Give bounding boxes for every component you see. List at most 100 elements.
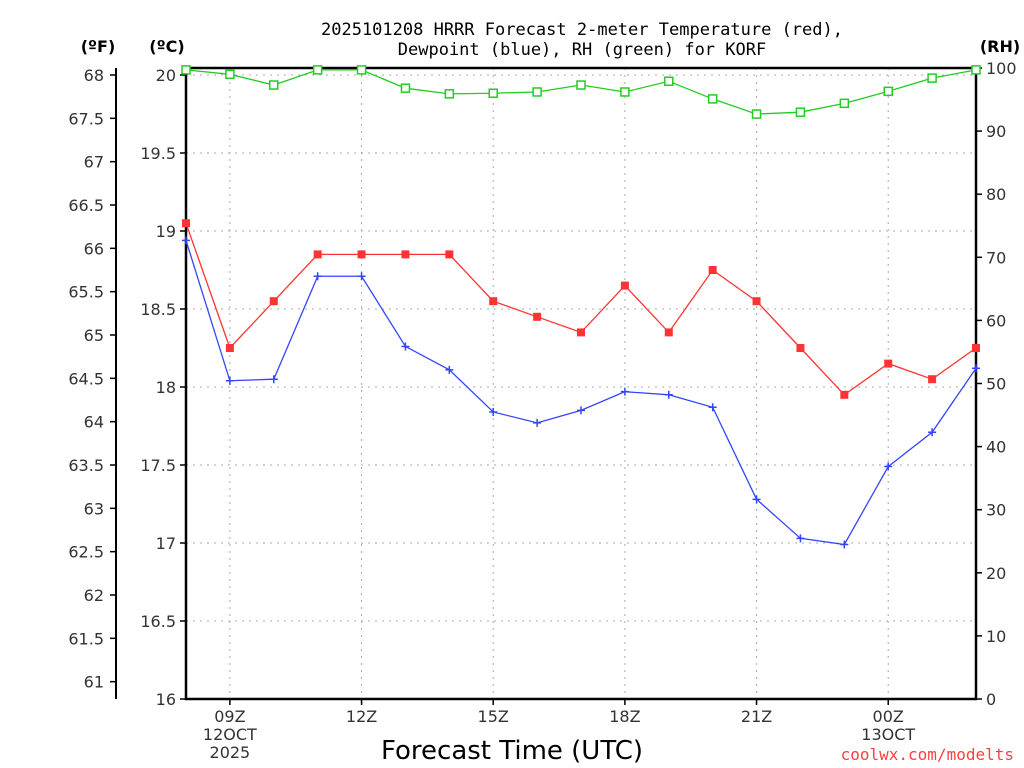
celsius-axis-unit: (ºC) <box>149 37 184 56</box>
fahrenheit-axis-unit: (ºF) <box>81 37 116 56</box>
temperature-point <box>972 344 980 352</box>
c-tick-label: 18 <box>156 378 176 397</box>
temperature-point <box>313 250 322 259</box>
c-tick-label: 19 <box>156 222 176 241</box>
rh-point <box>225 69 235 80</box>
rh-point <box>181 65 191 75</box>
rh-point <box>400 83 411 93</box>
temperature-point <box>225 344 234 352</box>
dewpoint-point <box>840 540 849 549</box>
series-temperature <box>182 219 980 399</box>
f-tick-label: 66.5 <box>68 196 104 215</box>
rh-point <box>356 65 367 75</box>
dewpoint-point <box>357 272 366 281</box>
dewpoint-point <box>972 364 980 373</box>
x-tick-label: 18Z <box>609 707 640 726</box>
rh-tick-label: 10 <box>986 627 1006 646</box>
dewpoint-point <box>401 342 410 351</box>
dewpoint-point <box>577 406 585 415</box>
temperature-point <box>357 250 366 259</box>
c-tick-label: 16.5 <box>140 612 176 631</box>
f-tick-label: 61.5 <box>68 629 104 648</box>
f-tick-label: 64.5 <box>68 369 104 388</box>
series-dewpoint <box>182 236 980 549</box>
c-tick-label: 19.5 <box>140 144 176 163</box>
rh-tick-label: 40 <box>986 438 1006 457</box>
x-tick-label: 12Z <box>346 707 377 726</box>
c-tick-label: 17.5 <box>140 456 176 475</box>
c-tick-label: 18.5 <box>140 300 176 319</box>
temperature-point <box>533 312 542 321</box>
f-tick-label: 61 <box>84 673 104 692</box>
c-tick-label: 20 <box>156 66 176 85</box>
dewpoint-line <box>185 240 977 546</box>
x-tick-label: 2025 <box>210 743 251 762</box>
dewpoint-point <box>928 428 937 437</box>
dewpoint-point <box>313 272 322 281</box>
dewpoint-point <box>533 418 542 427</box>
rh-tick-label: 60 <box>986 311 1006 330</box>
dewpoint-point <box>620 387 629 396</box>
rh-point <box>576 80 586 90</box>
x-tick-label: 00Z <box>873 707 904 726</box>
c-tick-label: 16 <box>156 690 176 709</box>
plot-frame <box>184 66 978 701</box>
rh-point <box>532 87 542 97</box>
dewpoint-point <box>884 462 893 471</box>
dewpoint-point <box>225 376 234 385</box>
rh-tick-label: 70 <box>986 248 1006 267</box>
dewpoint-point <box>752 495 761 504</box>
temperature-point <box>840 390 849 399</box>
rh-tick-label: 30 <box>986 501 1006 520</box>
f-tick-label: 65.5 <box>68 283 104 302</box>
temperature-point <box>752 297 761 306</box>
f-tick-label: 64 <box>84 413 104 432</box>
rh-point <box>444 89 455 99</box>
temperature-point <box>401 250 410 259</box>
rh-line <box>185 69 977 115</box>
credit-link[interactable]: coolwx.com/modelts <box>841 745 1014 764</box>
dewpoint-point <box>708 403 717 412</box>
rh-point <box>839 98 850 109</box>
series-rh <box>181 65 981 119</box>
f-tick-label: 67.5 <box>68 109 104 128</box>
rh-tick-label: 80 <box>986 185 1006 204</box>
temperature-point <box>708 266 717 274</box>
rh-point <box>620 87 630 97</box>
f-tick-label: 63.5 <box>68 456 104 475</box>
chart-title-line-2: Dewpoint (blue), RH (green) for KORF <box>398 40 766 60</box>
f-tick-label: 66 <box>84 239 104 258</box>
dewpoint-point <box>796 534 805 543</box>
grid <box>186 68 976 700</box>
temperature-point <box>664 328 673 337</box>
temperature-point <box>182 219 190 228</box>
rh-point <box>269 80 279 90</box>
rh-point <box>883 86 893 97</box>
temperature-point <box>577 328 585 337</box>
temperature-point <box>489 297 498 306</box>
rh-point <box>664 76 674 87</box>
rh-point <box>971 65 981 75</box>
temperature-point <box>620 281 629 290</box>
x-tick-label: 09Z <box>214 707 245 726</box>
temperature-line <box>185 222 977 396</box>
x-tick-label: 12OCT <box>203 725 257 744</box>
rh-tick-label: 0 <box>986 690 996 709</box>
temperature-point <box>796 344 805 352</box>
rh-tick-label: 50 <box>986 375 1006 394</box>
x-axis-label: Forecast Time (UTC) <box>381 736 643 766</box>
rh-point <box>751 109 762 119</box>
temperature-point <box>445 250 454 259</box>
series-group <box>181 65 981 549</box>
rh-tick-label: 20 <box>986 564 1006 583</box>
f-tick-label: 62 <box>84 586 104 605</box>
temperature-point <box>269 297 278 306</box>
dewpoint-point <box>269 375 278 384</box>
f-tick-label: 62.5 <box>68 543 104 562</box>
dewpoint-point <box>445 365 454 374</box>
x-tick-label: 15Z <box>478 707 509 726</box>
dewpoint-point <box>664 390 673 399</box>
f-tick-label: 63 <box>84 499 104 518</box>
dewpoint-point <box>182 236 190 245</box>
